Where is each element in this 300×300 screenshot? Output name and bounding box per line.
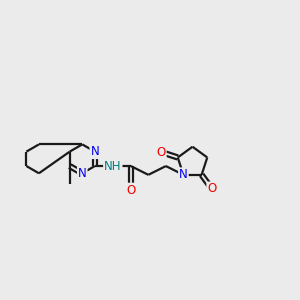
Text: N: N [78,167,87,180]
Text: NH: NH [104,160,122,172]
Text: O: O [157,146,166,159]
Text: O: O [126,184,136,196]
Text: N: N [179,168,188,181]
Text: O: O [207,182,217,196]
Text: N: N [90,145,99,158]
